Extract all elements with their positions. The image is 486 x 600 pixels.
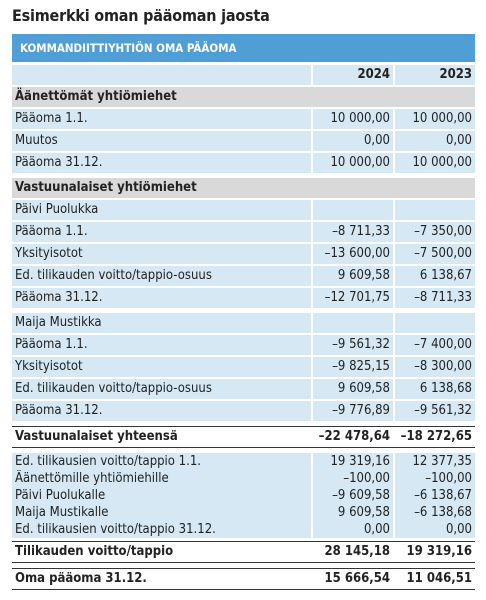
subheading-row: Päivi Puolukka [12, 200, 475, 220]
title: Esimerkki oman pääoman jaosta [12, 6, 270, 25]
table-row: Ed. tilikauden voitto/tappio-osuus 9 609,… [12, 379, 475, 399]
table-caption: KOMMANDIITTIYHTIÖN OMA PÄÄOMA [12, 34, 475, 62]
equity-table: KOMMANDIITTIYHTIÖN OMA PÄÄOMA 2024 2023 Ää… [12, 34, 475, 592]
cell-value: –9 561,32 [395, 401, 475, 421]
cell [313, 313, 393, 333]
table-row: Pääoma 31.12. –12 701,75 –8 711,33 [12, 288, 475, 308]
section-heading: Vastuunalaiset yhtiömiehet [12, 178, 475, 198]
table-row: Maija Mustikalle 9 609,58 –6 138,68 [12, 504, 475, 521]
table-row: Yksityisotot –13 600,00 –7 500,00 [12, 244, 475, 264]
row-label: Muutos [12, 131, 311, 151]
row-label: Ed. tilikausien voitto/tappio 31.12. [12, 521, 311, 538]
cell-value: –18 272,65 [400, 429, 472, 444]
row-label: Yksityisotot [12, 357, 311, 377]
year-row: 2024 2023 [12, 65, 475, 85]
table-row: Ed. tilikauden voitto/tappio-osuus 9 609,… [12, 266, 475, 286]
cell-value: –6 138,67 [395, 487, 475, 504]
cell-value: –8 711,33 [395, 288, 475, 308]
cell-value: 15 666,54 [324, 571, 390, 586]
cell [313, 200, 393, 220]
row-label: Oma pääoma 31.12. [15, 571, 147, 586]
year-label: 2024 [313, 65, 393, 85]
table-row: Vastuunalaiset yhteensä –22 478,64 –18 272… [12, 426, 475, 448]
cell-value: 6 138,67 [395, 266, 475, 286]
cell-value: –7 400,00 [395, 335, 475, 355]
table-row: Pääoma 31.12. –9 776,89 –9 561,32 [12, 401, 475, 421]
cell-value: 9 609,58 [313, 266, 393, 286]
cell-value: 10 000,00 [313, 153, 393, 173]
cell-value: 11 046,51 [406, 571, 472, 586]
table-row: Yksityisotot –9 825,15 –8 300,00 [12, 357, 475, 377]
cell-value: –6 138,68 [395, 504, 475, 521]
row-label: Pääoma 31.12. [12, 401, 311, 421]
cell-value: –22 478,64 [318, 429, 390, 444]
cell-value: 0,00 [313, 521, 393, 538]
cell-value: –7 500,00 [395, 244, 475, 264]
cell-value: 0,00 [395, 521, 475, 538]
table-row: Päivi Puolukalle –9 609,58 –6 138,67 [12, 487, 475, 504]
row-label: Maija Mustikalle [12, 504, 311, 521]
cell-value: 28 145,18 [324, 544, 390, 559]
row-label: Pääoma 31.12. [12, 288, 311, 308]
row-label: Ed. tilikauden voitto/tappio-osuus [12, 266, 311, 286]
row-label: Pääoma 1.1. [12, 335, 311, 355]
table-row: Ed. tilikausien voitto/tappio 31.12. 0,00… [12, 521, 475, 538]
cell-value: –8 711,33 [313, 222, 393, 242]
cell [395, 200, 475, 220]
row-label: Ed. tilikausien voitto/tappio 1.1. [12, 453, 311, 470]
row-label: Vastuunalaiset yhteensä [15, 429, 178, 444]
section-row: Äänettömät yhtiömiehet [12, 87, 475, 107]
cell [12, 65, 311, 85]
cell-value: –12 701,75 [313, 288, 393, 308]
cell-value: –7 350,00 [395, 222, 475, 242]
table-row: Ed. tilikausien voitto/tappio 1.1. 19 319… [12, 453, 475, 470]
row-label: Tilikauden voitto/tappio [15, 544, 174, 559]
year-label: 2023 [395, 65, 475, 85]
cell-value: –9 776,89 [313, 401, 393, 421]
row-label: Pääoma 31.12. [12, 153, 311, 173]
table-row: Pääoma 1.1. 10 000,00 10 000,00 [12, 109, 475, 129]
table-row: Oma pääoma 31.12. 15 666,54 11 046,51 [12, 568, 475, 590]
cell [395, 313, 475, 333]
table-row: Tilikauden voitto/tappio 28 145,18 19 319,… [12, 541, 475, 563]
row-label: Päivi Puolukalle [12, 487, 311, 504]
cell-value: 12 377,35 [395, 453, 475, 470]
cell-value: 19 319,16 [406, 544, 472, 559]
cell-value: 0,00 [395, 131, 475, 151]
cell-value: 10 000,00 [395, 109, 475, 129]
table-row: Äänettömille yhtiömiehille –100,00 –100,00 [12, 470, 475, 487]
row-label: Ed. tilikauden voitto/tappio-osuus [12, 379, 311, 399]
cell-value: 6 138,68 [395, 379, 475, 399]
section-row: Vastuunalaiset yhtiömiehet [12, 178, 475, 198]
subheading: Maija Mustikka [12, 313, 311, 333]
cell-value: 9 609,58 [313, 504, 393, 521]
subheading-row: Maija Mustikka [12, 313, 475, 333]
row-label: Äänettömille yhtiömiehille [12, 470, 311, 487]
cell-value: –13 600,00 [313, 244, 393, 264]
table-row: Pääoma 1.1. –9 561,32 –7 400,00 [12, 335, 475, 355]
cell-value: –100,00 [313, 470, 393, 487]
cell-value: 10 000,00 [395, 153, 475, 173]
row-label: Pääoma 1.1. [12, 109, 311, 129]
cell-value: 0,00 [313, 131, 393, 151]
cell-value: –9 825,15 [313, 357, 393, 377]
table-row: Pääoma 1.1. –8 711,33 –7 350,00 [12, 222, 475, 242]
cell-value: 10 000,00 [313, 109, 393, 129]
cell-value: 19 319,16 [313, 453, 393, 470]
table-row: Muutos 0,00 0,00 [12, 131, 475, 151]
row-label: Pääoma 1.1. [12, 222, 311, 242]
cell-value: –8 300,00 [395, 357, 475, 377]
row-label: Yksityisotot [12, 244, 311, 264]
table-row: Pääoma 31.12. 10 000,00 10 000,00 [12, 153, 475, 173]
cell-value: –100,00 [395, 470, 475, 487]
cell-value: –9 609,58 [313, 487, 393, 504]
cell-value: 9 609,58 [313, 379, 393, 399]
cell-value: –9 561,32 [313, 335, 393, 355]
section-heading: Äänettömät yhtiömiehet [12, 87, 475, 107]
subheading: Päivi Puolukka [12, 200, 311, 220]
